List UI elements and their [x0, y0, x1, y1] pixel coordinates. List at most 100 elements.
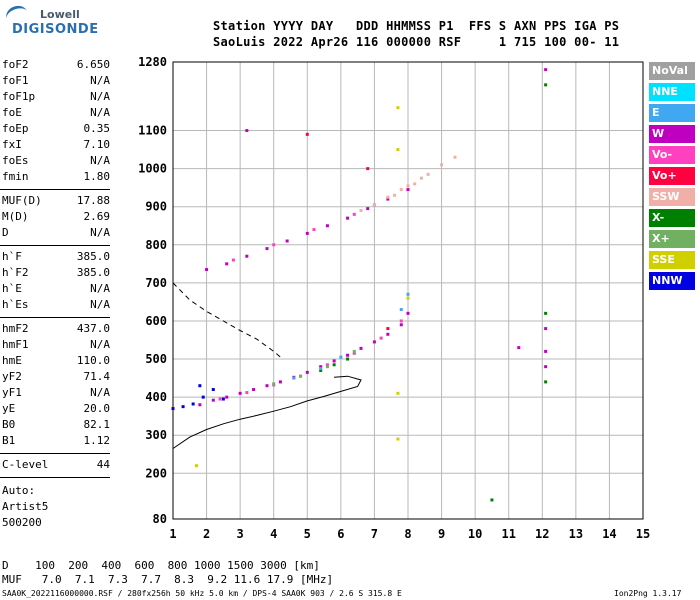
data-point-vo — [245, 391, 249, 395]
param-row-mufd: MUF(D) 17.88 — [2, 194, 110, 210]
param-value: N/A — [90, 298, 110, 311]
data-point-nnw — [191, 402, 195, 406]
param-name: yF2 — [2, 370, 22, 383]
data-point-w — [238, 391, 242, 395]
data-point-w — [245, 129, 249, 133]
param-row-hmf2: hmF2 437.0 — [2, 322, 110, 338]
data-point-nnw — [181, 405, 185, 409]
data-point-w — [406, 311, 410, 315]
footer-version: Ion2Png 1.3.17 — [614, 589, 682, 598]
data-point-w — [225, 395, 229, 399]
x-tick-label: 13 — [569, 527, 583, 541]
data-point-w — [386, 332, 390, 336]
param-row-b1: B1 1.12 — [2, 434, 110, 450]
legend-item-sse: SSE — [649, 251, 695, 269]
data-point-vo — [352, 212, 356, 216]
data-point-x — [352, 349, 356, 353]
legend-item-nnw: NNW — [649, 272, 695, 290]
data-point-vo — [352, 351, 356, 355]
data-point-ssw — [372, 203, 376, 207]
param-row-d: D N/A — [2, 226, 110, 242]
param-value: 82.1 — [83, 418, 111, 431]
param-name: yE — [2, 402, 16, 415]
data-point-w — [332, 359, 336, 363]
param-row-hes: h`Es N/A — [2, 298, 110, 314]
data-point-e — [319, 367, 323, 371]
param-value: 437.0 — [76, 322, 110, 335]
legend-item-xplus: X+ — [649, 230, 695, 248]
data-point-w — [366, 207, 370, 211]
param-value: 71.4 — [83, 370, 111, 383]
param-row-ye: yE 20.0 — [2, 402, 110, 418]
x-tick-label: 11 — [501, 527, 515, 541]
param-row-fxi: fxI 7.10 — [2, 138, 110, 154]
data-point-x — [299, 374, 303, 378]
data-point-nnw — [171, 407, 175, 411]
data-point-x — [490, 498, 494, 502]
param-value: N/A — [90, 226, 110, 239]
data-point-nnw — [201, 395, 205, 399]
footer-muf-row: MUF 7.0 7.1 7.3 7.7 8.3 9.2 11.6 17.9 [M… — [2, 573, 334, 586]
param-value: 0.35 — [83, 122, 111, 135]
y-tick-label: 800 — [145, 238, 167, 252]
param-row-fof1p: foF1p N/A — [2, 90, 110, 106]
x-tick-label: 15 — [636, 527, 650, 541]
y-tick-label: 700 — [145, 276, 167, 290]
data-point-sse — [396, 148, 400, 152]
param-value: 1.80 — [83, 170, 111, 183]
param-name: fmin — [2, 170, 29, 183]
param-value: 7.10 — [83, 138, 111, 151]
y-tick-label: 300 — [145, 428, 167, 442]
param-value: 17.88 — [76, 194, 110, 207]
legend-item-vominus: Vo- — [649, 146, 695, 164]
param-row-yf1: yF1 N/A — [2, 386, 110, 402]
param-name: C-level — [2, 458, 49, 471]
data-point-w — [285, 239, 289, 243]
param-name: h`Es — [2, 298, 29, 311]
data-point-sse — [396, 391, 400, 395]
param-row-fmin: fmin 1.80 — [2, 170, 110, 186]
data-point-w — [265, 247, 269, 251]
data-point-w — [198, 403, 202, 407]
param-name: h`E — [2, 282, 22, 295]
data-point-w — [305, 370, 309, 374]
param-name: hmE — [2, 354, 22, 367]
y-tick-label: 600 — [145, 314, 167, 328]
param-value: 385.0 — [76, 250, 110, 263]
data-point-nnw — [221, 397, 225, 401]
param-row-hmf1: hmF1 N/A — [2, 338, 110, 354]
legend-item-e: E — [649, 104, 695, 122]
x-tick-label: 3 — [237, 527, 244, 541]
solid-profile-line — [172, 375, 362, 449]
param-value: N/A — [90, 282, 110, 295]
auto-scaling-line: 500200 — [2, 516, 42, 529]
param-name: yF1 — [2, 386, 22, 399]
panel-divider — [0, 453, 110, 454]
param-name: foEp — [2, 122, 29, 135]
y-tick-label: 1000 — [138, 162, 167, 176]
data-point-x — [346, 357, 350, 361]
data-point-x — [319, 368, 323, 372]
data-point-e — [399, 308, 403, 312]
data-point-w — [346, 216, 350, 220]
param-value: N/A — [90, 74, 110, 87]
data-point-w — [544, 68, 548, 72]
data-point-w — [544, 365, 548, 369]
data-point-w — [386, 197, 390, 201]
param-value: 110.0 — [76, 354, 110, 367]
param-name: foE — [2, 106, 22, 119]
data-point-vo — [386, 327, 390, 331]
data-point-w — [325, 224, 329, 228]
data-point-ssw — [453, 155, 457, 159]
data-point-w — [544, 327, 548, 331]
x-tick-label: 5 — [304, 527, 311, 541]
param-name: hmF1 — [2, 338, 29, 351]
data-point-w — [399, 323, 403, 327]
data-point-x — [544, 311, 548, 315]
param-value: 6.650 — [76, 58, 110, 71]
data-point-vo — [325, 363, 329, 367]
data-point-vo — [379, 336, 383, 340]
y-tick-label: 1280 — [138, 55, 167, 69]
data-point-ssw — [440, 163, 444, 167]
footer-file-line: SAA0K_2022116000000.RSF / 280fx256h 50 k… — [2, 589, 402, 598]
